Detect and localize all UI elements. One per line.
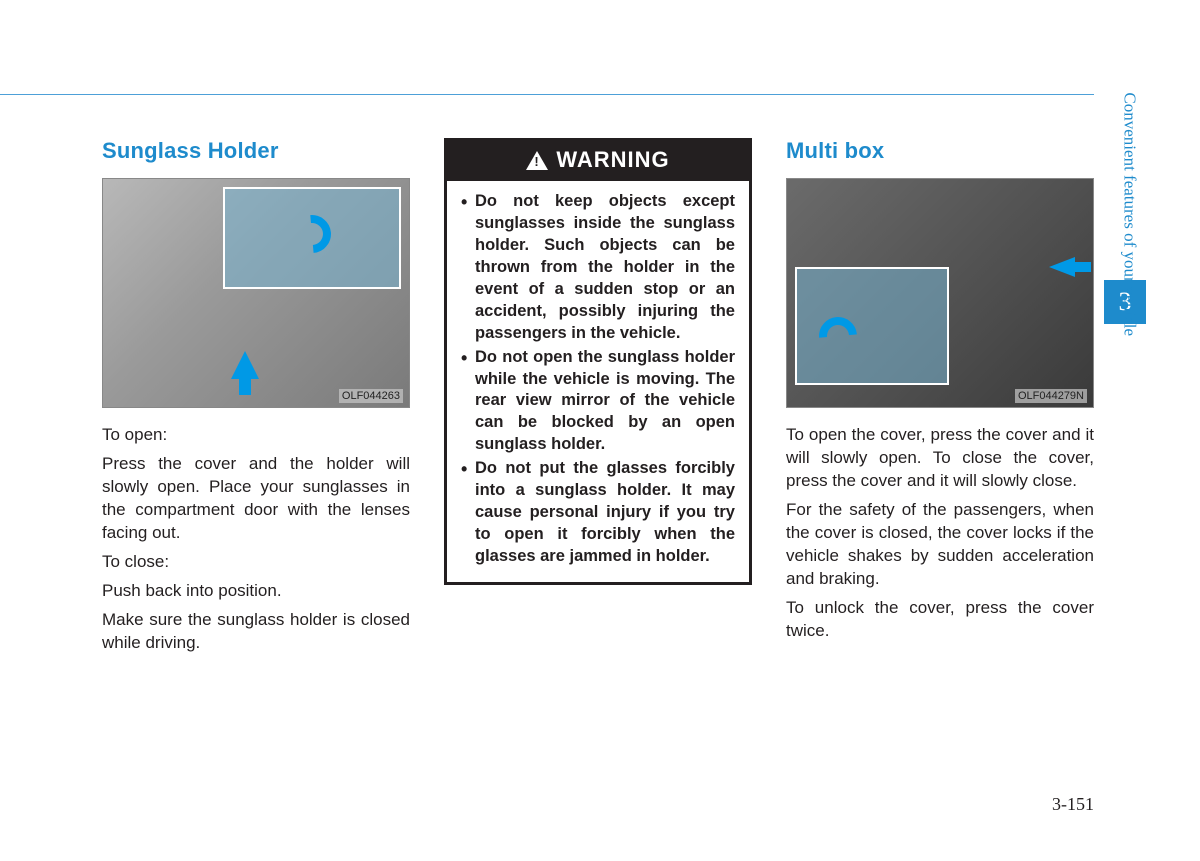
text-to-close: To close: xyxy=(102,551,410,574)
figure-caption: OLF044263 xyxy=(339,389,403,403)
figure-caption: OLF044279N xyxy=(1015,389,1087,403)
warning-box: WARNING Do not keep objects except sungl… xyxy=(444,138,752,585)
warning-item: Do not keep objects except sunglasses in… xyxy=(461,191,735,345)
warning-title: WARNING xyxy=(556,147,669,173)
text-close-instructions: Push back into position. xyxy=(102,580,410,603)
warning-item: Do not open the sunglass holder while th… xyxy=(461,347,735,457)
section-title-multibox: Multi box xyxy=(786,138,1094,164)
page-content: Sunglass Holder OLF044263 To open: Press… xyxy=(102,138,1094,660)
page-number: 3-151 xyxy=(1052,794,1094,815)
text-unlock: To unlock the cover, press the cover twi… xyxy=(786,597,1094,643)
warning-body: Do not keep objects except sunglasses in… xyxy=(447,181,749,582)
arrow-left-icon xyxy=(1049,257,1075,277)
chapter-label: Convenient features of your vehicle xyxy=(1120,92,1140,336)
column-warning: WARNING Do not keep objects except sungl… xyxy=(444,138,752,660)
figure-callout xyxy=(223,187,401,289)
figure-multi-box: OLF044279N xyxy=(786,178,1094,408)
section-title-sunglass: Sunglass Holder xyxy=(102,138,410,164)
figure-callout xyxy=(795,267,949,385)
text-to-open: To open: xyxy=(102,424,410,447)
text-driving-note: Make sure the sunglass holder is closed … xyxy=(102,609,410,655)
warning-triangle-icon xyxy=(526,151,548,170)
text-open-instructions: Press the cover and the holder will slow… xyxy=(102,453,410,545)
text-safety-lock: For the safety of the passengers, when t… xyxy=(786,499,1094,591)
column-multi-box: Multi box OLF044279N To open the cover, … xyxy=(786,138,1094,660)
arrow-up-icon xyxy=(231,351,259,379)
column-sunglass-holder: Sunglass Holder OLF044263 To open: Press… xyxy=(102,138,410,660)
arrow-curve-icon xyxy=(811,309,865,363)
arrow-curve-icon xyxy=(285,207,339,261)
warning-item: Do not put the glasses forcibly into a s… xyxy=(461,458,735,568)
warning-header: WARNING xyxy=(447,141,749,181)
text-open-close: To open the cover, press the cover and i… xyxy=(786,424,1094,493)
header-rule xyxy=(0,94,1094,95)
figure-sunglass-holder: OLF044263 xyxy=(102,178,410,408)
